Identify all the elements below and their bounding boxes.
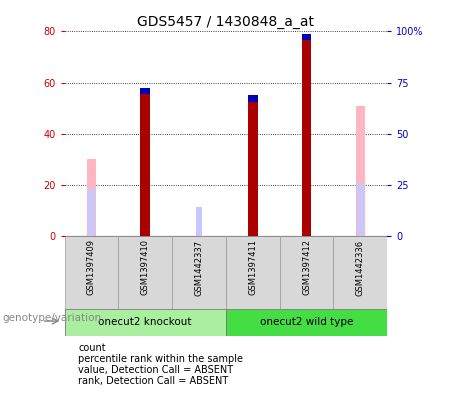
Bar	[333, 236, 387, 309]
Bar	[172, 236, 226, 309]
Text: onecut2 knockout: onecut2 knockout	[99, 317, 192, 327]
Title: GDS5457 / 1430848_a_at: GDS5457 / 1430848_a_at	[137, 15, 314, 29]
Bar	[118, 236, 172, 309]
Bar	[357, 183, 364, 236]
Bar	[248, 95, 258, 236]
Text: GSM1397412: GSM1397412	[302, 239, 311, 296]
Text: onecut2 wild type: onecut2 wild type	[260, 317, 353, 327]
Text: count: count	[78, 343, 106, 353]
Bar	[140, 88, 150, 94]
Bar	[355, 105, 365, 236]
Bar	[301, 34, 311, 40]
Text: GSM1397409: GSM1397409	[87, 239, 96, 296]
Bar	[195, 207, 202, 236]
Text: genotype/variation: genotype/variation	[2, 313, 101, 323]
Text: value, Detection Call = ABSENT: value, Detection Call = ABSENT	[78, 365, 233, 375]
Text: GSM1442337: GSM1442337	[195, 239, 203, 296]
Bar	[226, 236, 280, 309]
Text: percentile rank within the sample: percentile rank within the sample	[78, 354, 243, 364]
Bar	[140, 88, 150, 236]
Bar	[65, 309, 226, 336]
Bar	[65, 236, 118, 309]
Bar	[301, 34, 311, 236]
Text: GSM1397410: GSM1397410	[141, 239, 150, 296]
Text: GSM1397411: GSM1397411	[248, 239, 257, 296]
Bar	[280, 236, 333, 309]
Text: GSM1442336: GSM1442336	[356, 239, 365, 296]
Bar	[88, 189, 95, 236]
Bar	[226, 309, 387, 336]
Bar	[87, 159, 96, 236]
Text: rank, Detection Call = ABSENT: rank, Detection Call = ABSENT	[78, 376, 229, 386]
Bar	[248, 95, 258, 102]
